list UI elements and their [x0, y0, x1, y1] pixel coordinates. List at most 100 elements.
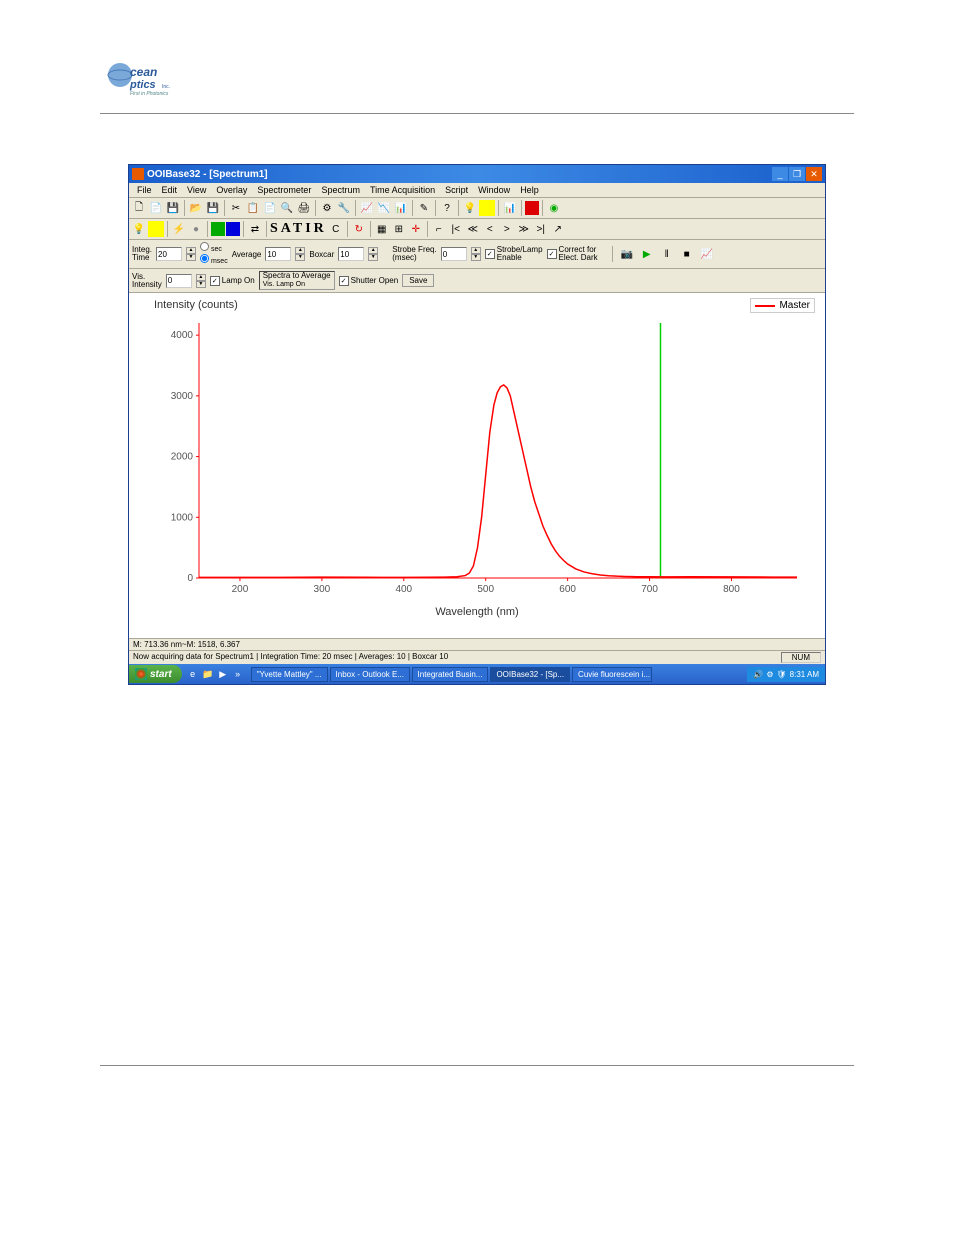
axis-icon[interactable]: ⌐ [431, 221, 447, 237]
green-box-icon[interactable] [211, 222, 225, 236]
taskbar-item-2[interactable]: Integrated Busin... [412, 667, 489, 682]
yellow-icon[interactable] [479, 200, 495, 216]
left-fast-icon[interactable]: ≪ [465, 221, 481, 237]
system-tray[interactable]: 🔊 ⚙ 🛡 8:31 AM [747, 667, 825, 682]
minimize-button[interactable]: _ [772, 167, 788, 181]
disk-icon[interactable]: 💾 [205, 200, 221, 216]
integ-up[interactable]: ▲ [186, 247, 196, 254]
chart-icon[interactable]: 📈 [699, 246, 715, 262]
box-down[interactable]: ▼ [368, 254, 378, 261]
maximize-button[interactable]: ❐ [789, 167, 805, 181]
right-icon[interactable]: > [499, 221, 515, 237]
print-icon[interactable]: 🖨 [296, 200, 312, 216]
cursor-tool-icon[interactable]: ↗ [550, 221, 566, 237]
pause-icon[interactable]: ‖ [659, 246, 675, 262]
correct-dark-checkbox[interactable]: ✓ [547, 249, 557, 259]
integ-time-input[interactable] [156, 247, 182, 261]
box-up[interactable]: ▲ [368, 247, 378, 254]
red-square-icon[interactable] [525, 201, 539, 215]
vis-intensity-input[interactable] [166, 274, 192, 288]
explorer-icon[interactable]: 📁 [202, 668, 214, 680]
correct-dark-label: Correct forElect. Dark [559, 246, 598, 262]
menu-overlay[interactable]: Overlay [211, 185, 252, 195]
refresh-red-icon[interactable]: ↻ [351, 221, 367, 237]
satir-buttons[interactable]: SATIR [270, 221, 327, 237]
plot-svg[interactable]: 01000200030004000200300400500600700800 [149, 303, 807, 613]
peak-icon[interactable]: ✎ [416, 200, 432, 216]
refresh-icon[interactable]: C [328, 221, 344, 237]
boxcar-input[interactable] [338, 247, 364, 261]
close-button[interactable]: ✕ [806, 167, 822, 181]
right-fast-icon[interactable]: ≫ [516, 221, 532, 237]
record-icon[interactable]: 📷 [619, 246, 635, 262]
menu-spectrum[interactable]: Spectrum [316, 185, 365, 195]
config-icon[interactable]: ⚙ [319, 200, 335, 216]
taskbar-item-3[interactable]: OOIBase32 - [Sp... [490, 667, 570, 682]
tray-icon-3[interactable]: 🛡 [776, 670, 786, 679]
expand-icon[interactable]: ⊞ [391, 221, 407, 237]
left-end-icon[interactable]: |< [448, 221, 464, 237]
menu-spectrometer[interactable]: Spectrometer [252, 185, 316, 195]
taskbar-item-1[interactable]: Inbox - Outlook E... [330, 667, 410, 682]
new-file-icon[interactable]: 🗋 [131, 200, 147, 216]
help-icon[interactable]: ? [439, 200, 455, 216]
right-end-icon[interactable]: >| [533, 221, 549, 237]
tool1-icon[interactable]: 🔧 [336, 200, 352, 216]
ie-icon[interactable]: e [187, 668, 199, 680]
overlay2-icon[interactable]: 📉 [376, 200, 392, 216]
vis-down[interactable]: ▼ [196, 281, 206, 288]
lamp-on-checkbox[interactable]: ✓ [210, 276, 220, 286]
avg-down[interactable]: ▼ [295, 254, 305, 261]
titlebar[interactable]: OOIBase32 - [Spectrum1] _ ❐ ✕ [129, 165, 825, 183]
desktop-icon[interactable]: » [232, 668, 244, 680]
tool-yellow-icon[interactable] [148, 221, 164, 237]
menu-edit[interactable]: Edit [157, 185, 183, 195]
menu-view[interactable]: View [182, 185, 211, 195]
menu-time-acquisition[interactable]: Time Acquisition [365, 185, 440, 195]
taskbar-item-0[interactable]: "Yvette Mattley" ... [251, 667, 328, 682]
strobe-down[interactable]: ▼ [471, 254, 481, 261]
stop-rec-icon[interactable]: ■ [679, 246, 695, 262]
slider-icon[interactable]: ⇄ [247, 221, 263, 237]
preview-icon[interactable]: 🔍 [279, 200, 295, 216]
save-button[interactable]: Save [402, 274, 434, 287]
integ-down[interactable]: ▼ [186, 254, 196, 261]
start-button[interactable]: start [129, 665, 182, 683]
left-icon[interactable]: < [482, 221, 498, 237]
spectrum-tool-icon[interactable]: 📊 [502, 200, 518, 216]
taskbar-item-4[interactable]: Cuvie fluorescein i... [572, 667, 652, 682]
plot-area[interactable]: Intensity (counts) Master 01000200030004… [129, 293, 825, 638]
flash-icon[interactable]: ⚡ [171, 221, 187, 237]
copy-icon[interactable]: 📋 [245, 200, 261, 216]
media-icon[interactable]: ▶ [217, 668, 229, 680]
overlay1-icon[interactable]: 📈 [359, 200, 375, 216]
menu-window[interactable]: Window [473, 185, 515, 195]
menu-help[interactable]: Help [515, 185, 544, 195]
play-icon[interactable]: ▶ [639, 246, 655, 262]
strobe-lamp-checkbox[interactable]: ✓ [485, 249, 495, 259]
green-circle-icon[interactable]: ◉ [546, 200, 562, 216]
paste-icon[interactable]: 📄 [262, 200, 278, 216]
grid-icon[interactable]: ▦ [374, 221, 390, 237]
overlay3-icon[interactable]: 📊 [393, 200, 409, 216]
save-as-icon[interactable]: 💾 [165, 200, 181, 216]
legend[interactable]: Master [750, 298, 815, 313]
tray-icon-1[interactable]: 🔊 [753, 670, 763, 679]
tray-icon-2[interactable]: ⚙ [766, 670, 773, 679]
shutter-checkbox[interactable]: ✓ [339, 276, 349, 286]
strobe-input[interactable] [441, 247, 467, 261]
tool-blue1-icon[interactable]: 💡 [131, 221, 147, 237]
avg-up[interactable]: ▲ [295, 247, 305, 254]
strobe-up[interactable]: ▲ [471, 247, 481, 254]
crosshair-icon[interactable]: ✛ [408, 221, 424, 237]
cut-icon[interactable]: ✂ [228, 200, 244, 216]
folder-open-icon[interactable]: 📂 [188, 200, 204, 216]
light-icon[interactable]: 💡 [462, 200, 478, 216]
menu-script[interactable]: Script [440, 185, 473, 195]
open-icon[interactable]: 📄 [148, 200, 164, 216]
blue-box-icon[interactable] [226, 222, 240, 236]
dim-icon[interactable]: ● [188, 221, 204, 237]
menu-file[interactable]: File [132, 185, 157, 195]
average-input[interactable] [265, 247, 291, 261]
vis-up[interactable]: ▲ [196, 274, 206, 281]
